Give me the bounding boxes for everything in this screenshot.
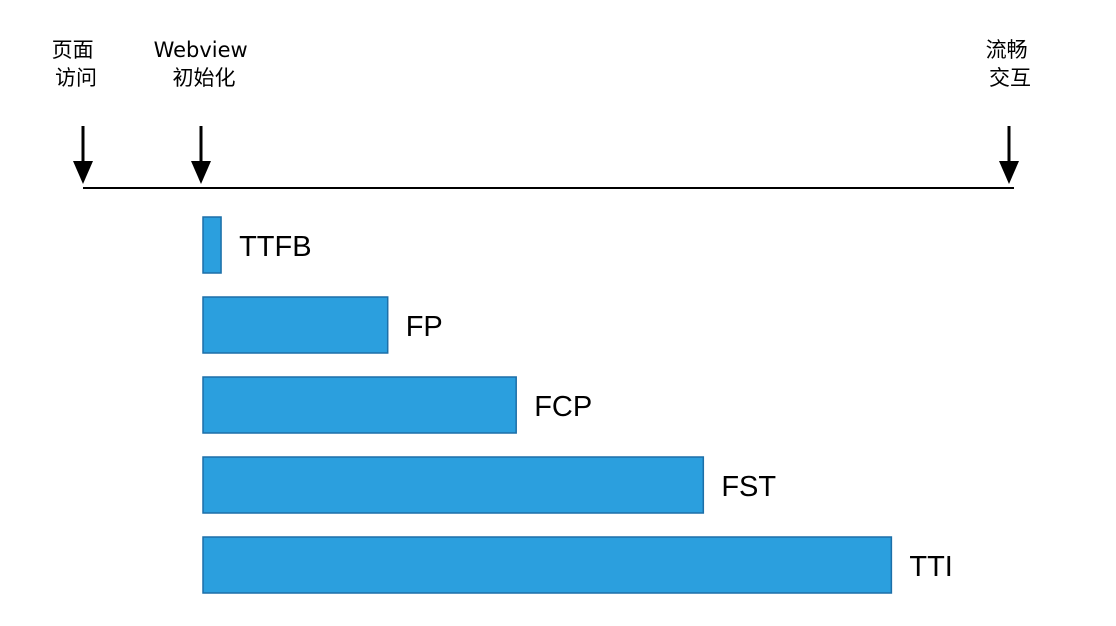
milestone-page-visit: 页面 访问 [52,38,101,184]
metric-label: FP [406,311,443,343]
arrow-down-icon [999,161,1019,184]
metric-bar [202,376,517,434]
metric-bar-row: FP [202,296,443,354]
metric-label: TTI [909,551,953,583]
metric-bars: TTFB FP FCP FST TTI [202,216,953,594]
milestone-label-line: 流畅 [986,38,1028,62]
metric-bar-row: FST [202,456,776,514]
milestone-label-line: 初始化 [173,66,236,90]
milestone-label-line: Webview [154,38,248,62]
milestone-label-line: 交互 [989,66,1031,90]
arrow-down-icon [191,161,211,184]
metric-label: FST [721,471,776,503]
milestone-smooth-interaction: 流畅 交互 [986,38,1035,184]
metric-bar [202,216,222,274]
metric-label: TTFB [239,231,312,263]
milestone-webview-init: Webview 初始化 [154,38,255,184]
milestone-label-line: 访问 [55,66,97,90]
metric-bar-row: TTI [202,536,953,594]
metric-bar [202,296,389,354]
metric-bar [202,536,893,594]
milestone-label-line: 页面 [52,38,94,62]
metric-bar [202,456,705,514]
milestone-label: 页面 访问 [52,38,101,90]
milestone-label: Webview 初始化 [154,38,255,90]
arrow-down-icon [73,161,93,184]
metric-bar-row: TTFB [202,216,312,274]
metric-label: FCP [534,391,592,423]
metric-bar-row: FCP [202,376,592,434]
milestone-label: 流畅 交互 [986,38,1035,90]
